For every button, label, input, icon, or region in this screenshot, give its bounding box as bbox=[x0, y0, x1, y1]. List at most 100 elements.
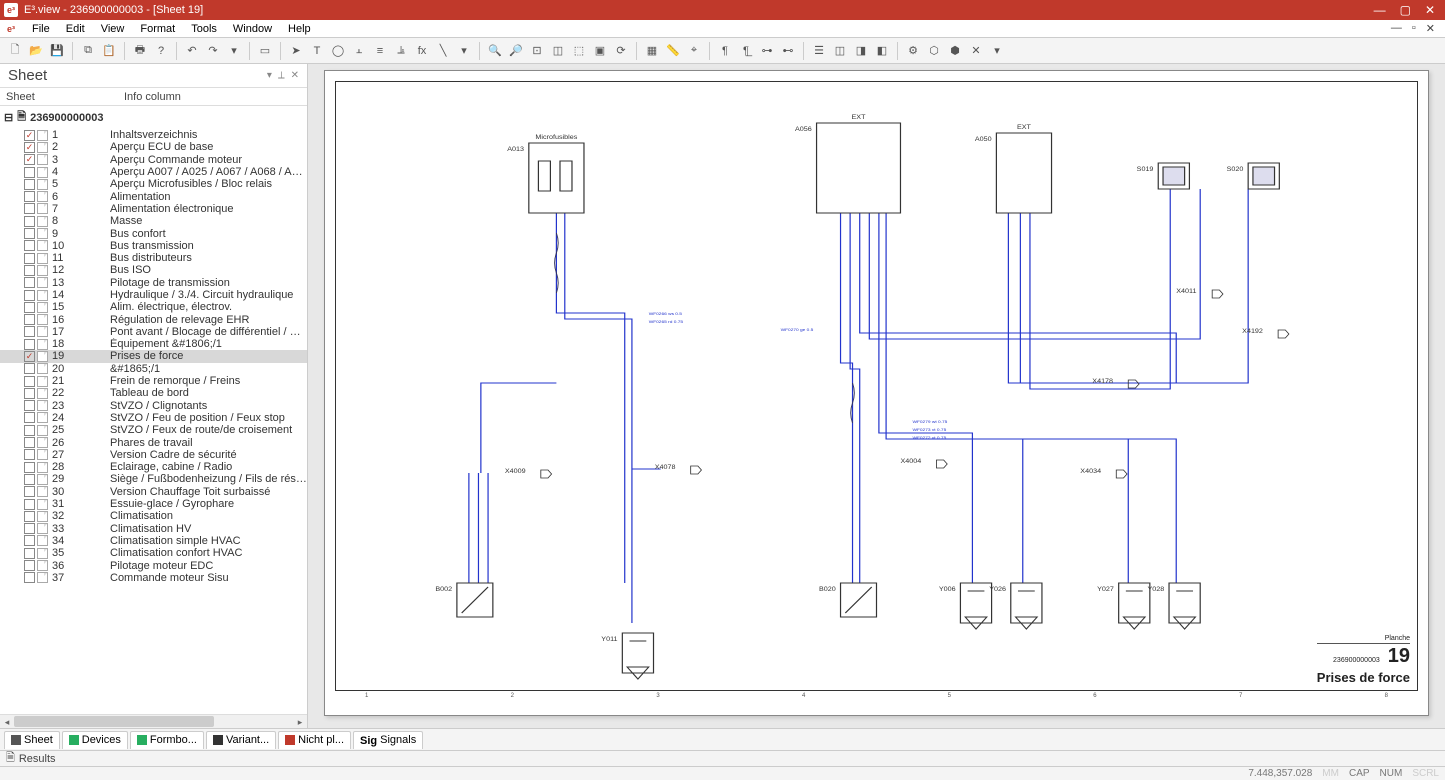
undo-button[interactable]: ↶ bbox=[183, 42, 201, 60]
panel-close-icon[interactable]: ✕ bbox=[291, 70, 299, 81]
sheet-checkbox[interactable] bbox=[24, 425, 35, 436]
dup-a-button[interactable]: ◫ bbox=[831, 42, 849, 60]
close-button[interactable]: ✕ bbox=[1425, 3, 1435, 17]
gear-a-button[interactable]: ⚙ bbox=[904, 42, 922, 60]
tab-sheet[interactable]: Sheet bbox=[4, 731, 60, 749]
sheet-row-10[interactable]: 10Bus transmission bbox=[0, 240, 307, 252]
tab-devices[interactable]: Devices bbox=[62, 731, 128, 749]
line-button[interactable]: ╲ bbox=[434, 42, 452, 60]
text-tool-button[interactable]: T bbox=[308, 42, 326, 60]
sheet-checkbox[interactable] bbox=[24, 216, 35, 227]
sheet-checkbox[interactable] bbox=[24, 376, 35, 387]
results-bar[interactable]: 🗎 Results bbox=[0, 750, 1445, 766]
sheet-checkbox[interactable]: ✓ bbox=[24, 154, 35, 165]
copy-button[interactable]: ⧉ bbox=[79, 42, 97, 60]
tab-variant[interactable]: Variant... bbox=[206, 731, 276, 749]
sheet-row-31[interactable]: 31Essuie-glace / Gyrophare bbox=[0, 498, 307, 510]
sheet-checkbox[interactable] bbox=[24, 277, 35, 288]
sheet-checkbox[interactable] bbox=[24, 511, 35, 522]
sheet-checkbox[interactable]: ✓ bbox=[24, 142, 35, 153]
sheet-tree[interactable]: ⊟ 🗎 236900000003 ✓1Inhaltsverzeichnis✓2A… bbox=[0, 106, 307, 714]
sheet-row-16[interactable]: 16Régulation de relevage EHR bbox=[0, 313, 307, 325]
align-bottom-button[interactable]: ⫡ bbox=[392, 42, 410, 60]
dropdown3-button[interactable]: ▾ bbox=[988, 42, 1006, 60]
cursor-button[interactable]: ➤ bbox=[287, 42, 305, 60]
menu-format[interactable]: Format bbox=[132, 22, 183, 36]
sheet-checkbox[interactable] bbox=[24, 400, 35, 411]
redo-button[interactable]: ↷ bbox=[204, 42, 222, 60]
sheet-row-30[interactable]: 30Version Chauffage Toit surbaissé bbox=[0, 486, 307, 498]
sheet-checkbox[interactable] bbox=[24, 228, 35, 239]
snap-button[interactable]: ⌖ bbox=[685, 42, 703, 60]
sheet-row-8[interactable]: 8Masse bbox=[0, 215, 307, 227]
tab-formbo[interactable]: Formbo... bbox=[130, 731, 204, 749]
col-header-sheet[interactable]: Sheet bbox=[0, 91, 124, 103]
sheet-checkbox[interactable] bbox=[24, 474, 35, 485]
ruler-button[interactable]: 📏 bbox=[664, 42, 682, 60]
sheet-checkbox[interactable] bbox=[24, 449, 35, 460]
sheet-checkbox[interactable] bbox=[24, 499, 35, 510]
save-file-button[interactable]: 💾 bbox=[48, 42, 66, 60]
refresh-button[interactable]: ⟳ bbox=[612, 42, 630, 60]
panel-pin-icon[interactable]: ⟂ bbox=[278, 70, 285, 81]
sheet-row-29[interactable]: 29Siège / Fußbodenheizung / Fils de rése… bbox=[0, 473, 307, 485]
tree-h-scrollbar[interactable]: ◂ ▸ bbox=[0, 714, 307, 728]
sheet-row-1[interactable]: ✓1Inhaltsverzeichnis bbox=[0, 129, 307, 141]
sheet-row-32[interactable]: 32Climatisation bbox=[0, 510, 307, 522]
sheet-row-33[interactable]: 33Climatisation HV bbox=[0, 523, 307, 535]
tab-nichtpl[interactable]: Nicht pl... bbox=[278, 731, 351, 749]
minimize-button[interactable]: — bbox=[1374, 3, 1386, 17]
sheet-checkbox[interactable] bbox=[24, 326, 35, 337]
paste-button[interactable]: 📋 bbox=[100, 42, 118, 60]
sheet-row-2[interactable]: ✓2Aperçu ECU de base bbox=[0, 141, 307, 153]
zoom-window-button[interactable]: ◫ bbox=[549, 42, 567, 60]
menu-edit[interactable]: Edit bbox=[58, 22, 93, 36]
sheet-checkbox[interactable] bbox=[24, 412, 35, 423]
sheet-checkbox[interactable] bbox=[24, 548, 35, 559]
sheet-row-25[interactable]: 25StVZO / Feux de route/de croisement bbox=[0, 424, 307, 436]
sheet-checkbox[interactable]: ✓ bbox=[24, 351, 35, 362]
zoom-fit-button[interactable]: ⊡ bbox=[528, 42, 546, 60]
rect-select-button[interactable]: ▭ bbox=[256, 42, 274, 60]
zoom-page-button[interactable]: ▣ bbox=[591, 42, 609, 60]
sheet-row-35[interactable]: 35Climatisation confort HVAC bbox=[0, 547, 307, 559]
sheet-checkbox[interactable] bbox=[24, 265, 35, 276]
layers-button[interactable]: ☰ bbox=[810, 42, 828, 60]
sheet-row-28[interactable]: 28Eclairage, cabine / Radio bbox=[0, 461, 307, 473]
open-file-button[interactable]: 📂 bbox=[27, 42, 45, 60]
maximize-button[interactable]: ▢ bbox=[1400, 3, 1411, 17]
sheet-row-4[interactable]: 4Aperçu A007 / A025 / A067 / A068 / A074… bbox=[0, 166, 307, 178]
sheet-checkbox[interactable] bbox=[24, 462, 35, 473]
circle-button[interactable]: ◯ bbox=[329, 42, 347, 60]
print-button[interactable]: 🖶 bbox=[131, 42, 149, 60]
align-top-button[interactable]: ⫠ bbox=[350, 42, 368, 60]
mdi-close-button[interactable]: ✕ bbox=[1426, 22, 1435, 35]
sheet-row-20[interactable]: 20&#1865;/1 bbox=[0, 363, 307, 375]
dropdown2-button[interactable]: ▾ bbox=[455, 42, 473, 60]
scroll-thumb[interactable] bbox=[14, 716, 214, 727]
sheet-row-15[interactable]: 15Alim. électrique, électrov. bbox=[0, 301, 307, 313]
sheet-row-13[interactable]: 13Pilotage de transmission bbox=[0, 277, 307, 289]
new-file-button[interactable]: 🗋 bbox=[6, 42, 24, 60]
sheet-checkbox[interactable] bbox=[24, 523, 35, 534]
sheet-row-14[interactable]: 14Hydraulique / 3./4. Circuit hydrauliqu… bbox=[0, 289, 307, 301]
sheet-row-18[interactable]: 18Équipement &#1806;/1 bbox=[0, 338, 307, 350]
sheet-row-19[interactable]: ✓19Prises de force bbox=[0, 350, 307, 362]
canvas-area[interactable]: A013MicrofusiblesA056EXTA050EXTS019S020B… bbox=[308, 64, 1445, 728]
dropdown-button[interactable]: ▾ bbox=[225, 42, 243, 60]
close-x-button[interactable]: ✕ bbox=[967, 42, 985, 60]
menu-file[interactable]: File bbox=[24, 22, 58, 36]
gear-c-button[interactable]: ⬢ bbox=[946, 42, 964, 60]
sheet-row-5[interactable]: 5Aperçu Microfusibles / Bloc relais bbox=[0, 178, 307, 190]
para-button[interactable]: ¶ bbox=[716, 42, 734, 60]
sheet-row-17[interactable]: 17Pont avant / Blocage de différentiel /… bbox=[0, 326, 307, 338]
node1-button[interactable]: ⊶ bbox=[758, 42, 776, 60]
sheet-checkbox[interactable] bbox=[24, 203, 35, 214]
tree-collapse-icon[interactable]: ⊟ bbox=[4, 111, 13, 124]
sheet-checkbox[interactable] bbox=[24, 535, 35, 546]
sheet-row-21[interactable]: 21Frein de remorque / Freins bbox=[0, 375, 307, 387]
panel-dropdown-icon[interactable]: ▾ bbox=[267, 70, 272, 81]
sheet-checkbox[interactable] bbox=[24, 167, 35, 178]
tab-signals[interactable]: SigSignals bbox=[353, 731, 423, 749]
sheet-checkbox[interactable] bbox=[24, 572, 35, 583]
